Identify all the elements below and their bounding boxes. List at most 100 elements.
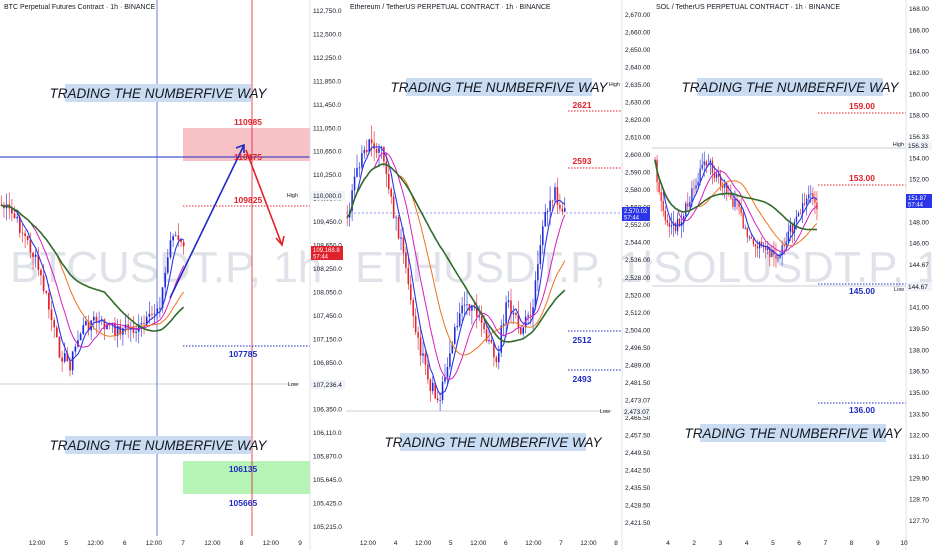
btc-level-109825: 109825 <box>234 195 263 205</box>
btc-low-tag <box>311 380 345 389</box>
sol-high-value: 156.33 <box>908 143 928 150</box>
eth-x-tick: 12:00 <box>525 540 542 547</box>
sol-candle <box>752 238 755 245</box>
btc-y-tick: 106,850.0 <box>313 360 342 367</box>
eth-candle <box>461 305 463 314</box>
eth-chart-title: Ethereum / TetherUS PERPETUAL CONTRACT ·… <box>350 4 551 11</box>
eth-candle <box>383 146 385 162</box>
eth-candle <box>429 379 432 392</box>
sol-y-tick: 168.00 <box>909 6 929 13</box>
sol-candle <box>801 203 804 214</box>
eth-candle <box>537 264 539 281</box>
sol-y-tick: 132.00 <box>909 433 929 440</box>
btc-candle <box>18 216 21 233</box>
btc-candle <box>166 257 169 273</box>
btc-y-axis: 112,750.0 112,500.0 112,250.0 111,850.0 111,… <box>313 8 342 531</box>
eth-candle <box>453 327 456 344</box>
btc-candle <box>63 353 66 362</box>
eth-candle <box>422 353 424 356</box>
eth-y-tick: 2,635.00 <box>625 82 651 89</box>
sol-candle <box>689 201 691 207</box>
btc-resistance-zone <box>183 128 310 161</box>
btc-y-tick: 111,050.0 <box>313 125 341 132</box>
btc-candle <box>132 327 135 333</box>
sol-candle <box>713 172 716 178</box>
btc-candle <box>55 327 58 338</box>
eth-candle <box>346 217 349 219</box>
sol-candle <box>740 207 742 214</box>
btc-banner-top: TRADING THE NUMBERFIVE WAY <box>49 86 267 101</box>
sol-candle <box>765 246 767 251</box>
eth-candle <box>395 217 397 219</box>
sol-ma-line <box>654 159 818 231</box>
sol-candle <box>724 183 726 188</box>
btc-candle <box>145 316 148 325</box>
eth-candle <box>439 400 441 401</box>
btc-candle <box>172 236 174 241</box>
btc-candle <box>66 353 69 362</box>
sol-x-tick: 9 <box>876 540 880 547</box>
eth-candle <box>436 398 439 401</box>
btc-candle <box>82 325 85 334</box>
eth-y-tick: 2,457.50 <box>625 432 651 439</box>
btc-banner-top-bg <box>65 84 251 102</box>
sol-banner-bottom-bg <box>700 424 886 442</box>
eth-candle <box>544 211 547 227</box>
eth-y-tick: 2,552.00 <box>625 222 651 229</box>
eth-y-tick: 2,489.00 <box>625 362 651 369</box>
eth-x-tick: 12:00 <box>470 540 487 547</box>
btc-candle <box>40 269 42 276</box>
eth-ma-line <box>346 163 566 343</box>
eth-ma-line <box>346 152 566 380</box>
sol-x-tick: 6 <box>797 540 801 547</box>
eth-candle <box>405 252 407 268</box>
btc-candle <box>169 240 172 258</box>
btc-candle <box>114 322 116 336</box>
sol-level-159: 159.00 <box>849 101 875 111</box>
sol-candle <box>738 200 740 208</box>
sol-candle <box>748 236 750 238</box>
sol-candle <box>685 203 687 217</box>
sol-y-tick: 136.50 <box>909 369 929 376</box>
btc-moving-averages <box>0 204 185 362</box>
btc-y-tick: 107,150.0 <box>313 336 342 343</box>
sol-candle <box>705 161 707 166</box>
btc-level-110475: 110475 <box>234 152 262 162</box>
btc-low-label: Low <box>288 382 298 388</box>
btc-candle <box>69 361 71 371</box>
btc-banner-bottom-bg <box>65 436 251 454</box>
sol-x-tick: 4 <box>745 540 749 547</box>
btc-y-tick: 111,450.0 <box>313 102 341 109</box>
sol-y-tick: 164.00 <box>909 49 929 56</box>
sol-y-tick: 139.50 <box>909 326 929 333</box>
eth-x-tick: 5 <box>449 540 453 547</box>
sol-level-153: 153.00 <box>849 173 875 183</box>
eth-candle <box>507 300 510 303</box>
sol-chart-title: SOL / TetherUS PERPETUAL CONTRACT · 1h ·… <box>656 4 840 11</box>
btc-candle <box>87 321 90 331</box>
eth-candle <box>527 315 529 317</box>
eth-y-tick: 2,504.00 <box>625 327 651 334</box>
eth-candle <box>559 204 561 209</box>
btc-x-tick: 12:00 <box>263 540 280 547</box>
eth-candle <box>458 313 461 326</box>
sol-x-tick: 4 <box>666 540 670 547</box>
sol-y-tick: 156.33 <box>909 134 929 141</box>
sol-candle <box>664 210 666 221</box>
sol-low-tag <box>906 282 932 291</box>
btc-candle <box>74 346 77 352</box>
btc-candle <box>164 272 167 288</box>
btc-candle <box>37 254 40 270</box>
btc-panel: BTCUSDT.P, 1h BTC Perpetual Futures Cont… <box>0 0 345 550</box>
btc-ma-line <box>1 204 184 362</box>
eth-y-tick: 2,512.00 <box>625 310 651 317</box>
btc-candle <box>103 319 106 330</box>
sol-y-tick: 166.00 <box>909 27 929 34</box>
eth-candle <box>380 146 383 149</box>
btc-chart-title: BTC Perpetual Futures Contract · 1h · BI… <box>4 4 156 11</box>
sol-low-value: 144.67 <box>908 284 928 291</box>
eth-candle <box>539 245 542 265</box>
eth-last-price: 2,570.02 <box>624 209 648 215</box>
sol-candle <box>695 185 697 189</box>
sol-banner-top-bg <box>697 78 883 96</box>
